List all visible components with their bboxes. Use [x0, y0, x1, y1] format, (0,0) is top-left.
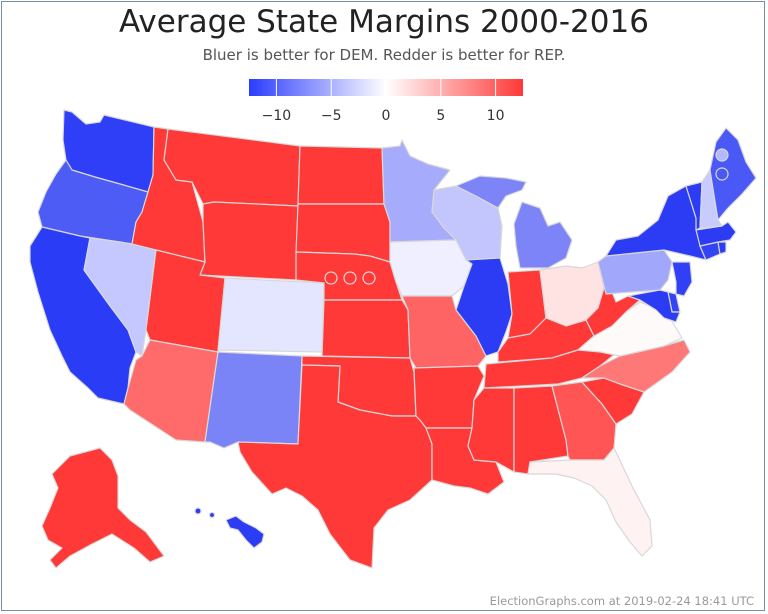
state-IL[interactable] — [455, 257, 513, 357]
state-VT[interactable] — [685, 181, 703, 231]
district-ME2[interactable] — [715, 167, 729, 181]
state-HI-island-1[interactable] — [194, 507, 202, 515]
district-ME1[interactable] — [715, 148, 729, 162]
state-MI[interactable] — [513, 201, 573, 269]
state-NM[interactable] — [204, 351, 303, 449]
map-subtitle: Bluer is better for DEM. Redder is bette… — [202, 46, 566, 64]
legend-tick-label: 0 — [381, 108, 391, 124]
map-title: Average State Margins 2000-2016 — [119, 4, 649, 40]
legend-tick-label: 10 — [486, 108, 505, 124]
state-NJ[interactable] — [671, 261, 693, 297]
legend-tick-label: −10 — [261, 108, 292, 124]
state-WY[interactable] — [199, 201, 299, 281]
state-PA[interactable] — [597, 249, 673, 295]
state-MO[interactable] — [401, 295, 487, 369]
state-AZ[interactable] — [123, 339, 219, 443]
state-AK[interactable] — [41, 447, 165, 569]
state-FL[interactable] — [527, 447, 653, 557]
state-KS[interactable] — [321, 299, 411, 359]
state-RI[interactable] — [717, 241, 727, 255]
district-NE1[interactable] — [324, 271, 338, 285]
state-MA[interactable] — [695, 221, 737, 247]
legend-color-bar — [249, 79, 523, 96]
legend-tick-label: 5 — [436, 108, 446, 124]
district-NE3[interactable] — [362, 271, 376, 285]
credit-text: ElectionGraphs.com at 2019-02-24 18:41 U… — [489, 594, 754, 608]
state-NC[interactable] — [581, 339, 691, 393]
state-ND[interactable] — [297, 145, 385, 205]
state-CO[interactable] — [217, 277, 325, 353]
state-TX[interactable] — [237, 364, 433, 569]
state-MS[interactable] — [467, 387, 515, 473]
legend-tick-label: −5 — [320, 108, 342, 124]
state-HI-island-2[interactable] — [208, 511, 216, 519]
state-MD[interactable] — [627, 289, 681, 323]
state-MI-UP[interactable] — [455, 175, 527, 209]
state-HI[interactable] — [225, 515, 265, 549]
district-NE2[interactable] — [343, 271, 357, 285]
